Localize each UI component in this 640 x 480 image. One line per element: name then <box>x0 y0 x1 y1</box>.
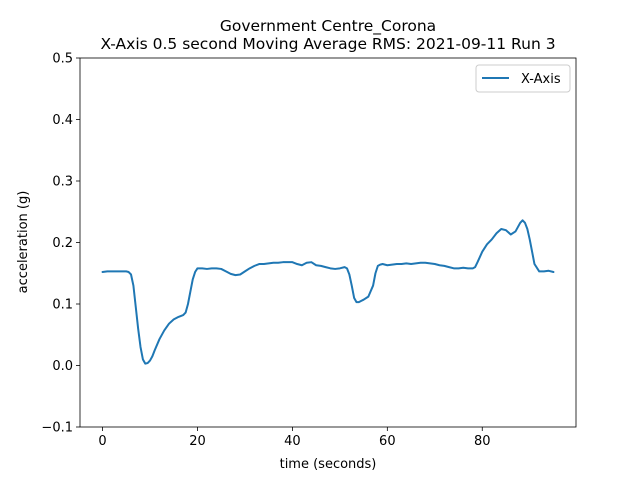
y-tick-label: 0.2 <box>52 236 73 251</box>
y-tick-label: 0.0 <box>52 359 73 374</box>
legend: X-Axis <box>475 64 571 93</box>
x-axis: 0 20 40 60 80 <box>98 427 491 449</box>
x-tick-label: 20 <box>189 434 206 449</box>
y-tick-label: 0.4 <box>52 113 73 128</box>
plot-background <box>80 58 576 427</box>
chart-subtitle: X-Axis 0.5 second Moving Average RMS: 20… <box>100 35 555 53</box>
chart-title: Government Centre_Corona <box>220 17 436 36</box>
legend-label: X-Axis <box>521 72 561 87</box>
x-tick-label: 80 <box>474 434 491 449</box>
y-axis-label: acceleration (g) <box>16 191 31 294</box>
axes-frame <box>79 57 577 428</box>
x-tick-label: 60 <box>379 434 396 449</box>
plot-area <box>80 58 576 427</box>
y-tick-label: 0.1 <box>52 298 73 313</box>
y-tick-label: 0.3 <box>52 175 73 190</box>
y-axis: −0.1 0.0 0.1 0.2 0.3 0.4 0.5 <box>41 52 80 436</box>
legend-box <box>475 64 571 93</box>
y-tick-label: −0.1 <box>41 421 73 436</box>
y-tick-label: 0.5 <box>52 52 73 67</box>
series-line-x-axis <box>101 219 555 365</box>
x-axis-label: time (seconds) <box>280 457 377 472</box>
series-layer <box>101 219 555 365</box>
x-tick-label: 40 <box>284 434 301 449</box>
axes-border <box>79 57 577 428</box>
x-tick-label: 0 <box>98 434 106 449</box>
